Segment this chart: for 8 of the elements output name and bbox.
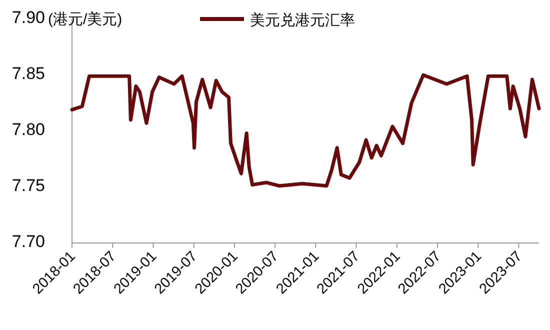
y-axis-title: (港元/美元) — [48, 11, 122, 28]
legend-label: 美元兑港元汇率 — [250, 12, 355, 29]
y-tick-label: 7.90 — [12, 8, 45, 27]
line-series — [70, 73, 541, 188]
y-tick-label: 7.70 — [12, 232, 45, 251]
y-tick-label: 7.80 — [12, 120, 45, 139]
y-tick-label: 7.85 — [12, 64, 45, 83]
y-tick-label: 7.75 — [12, 176, 45, 195]
